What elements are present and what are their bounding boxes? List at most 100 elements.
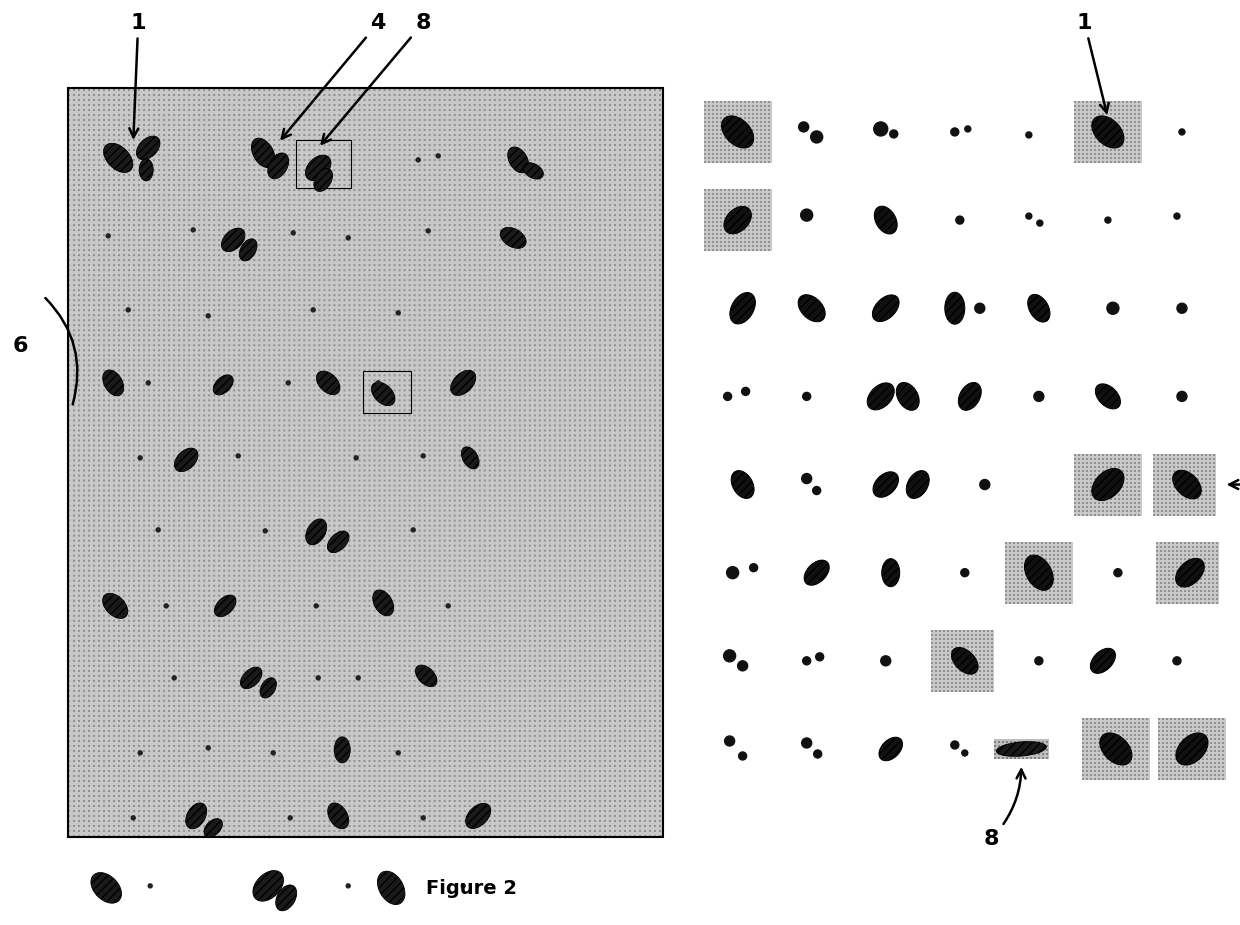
Circle shape: [802, 392, 811, 401]
Circle shape: [727, 567, 739, 579]
Ellipse shape: [1092, 468, 1123, 500]
Ellipse shape: [1173, 470, 1202, 499]
Ellipse shape: [175, 448, 198, 472]
Ellipse shape: [873, 472, 899, 498]
Ellipse shape: [215, 595, 236, 617]
Circle shape: [811, 131, 822, 143]
Ellipse shape: [523, 163, 543, 179]
Circle shape: [138, 456, 143, 460]
Ellipse shape: [377, 871, 405, 905]
Ellipse shape: [959, 382, 981, 411]
Circle shape: [874, 122, 888, 136]
Circle shape: [412, 528, 415, 532]
Ellipse shape: [906, 471, 929, 499]
Circle shape: [799, 122, 808, 132]
Circle shape: [738, 660, 748, 671]
Circle shape: [1174, 213, 1180, 219]
Circle shape: [206, 746, 211, 750]
Circle shape: [461, 884, 465, 888]
Ellipse shape: [507, 147, 528, 173]
Ellipse shape: [268, 153, 289, 179]
Circle shape: [314, 604, 319, 608]
Circle shape: [951, 741, 959, 749]
Circle shape: [1034, 391, 1044, 401]
Circle shape: [263, 529, 267, 533]
Circle shape: [286, 381, 290, 385]
Ellipse shape: [104, 143, 133, 172]
Circle shape: [126, 308, 130, 312]
Circle shape: [880, 656, 890, 666]
Circle shape: [1179, 129, 1185, 135]
Ellipse shape: [253, 870, 284, 901]
Text: 8: 8: [983, 770, 1025, 849]
Circle shape: [191, 228, 195, 232]
Circle shape: [965, 126, 971, 132]
Bar: [296, 140, 351, 188]
Circle shape: [816, 653, 823, 660]
Ellipse shape: [732, 471, 754, 499]
Circle shape: [146, 381, 150, 385]
Circle shape: [962, 750, 967, 756]
Circle shape: [1035, 657, 1043, 665]
Ellipse shape: [305, 155, 331, 180]
Ellipse shape: [335, 737, 350, 763]
Ellipse shape: [316, 371, 340, 395]
Ellipse shape: [874, 206, 898, 234]
Circle shape: [311, 308, 315, 312]
Circle shape: [961, 569, 968, 576]
Circle shape: [172, 676, 176, 680]
Ellipse shape: [1100, 733, 1132, 765]
Circle shape: [724, 650, 735, 661]
Ellipse shape: [1090, 648, 1116, 673]
Ellipse shape: [222, 228, 246, 252]
Ellipse shape: [136, 136, 160, 160]
Ellipse shape: [373, 590, 393, 616]
Circle shape: [316, 676, 320, 680]
Circle shape: [980, 479, 990, 489]
Ellipse shape: [1095, 384, 1121, 409]
Text: 6: 6: [12, 336, 27, 355]
Circle shape: [107, 234, 110, 238]
Ellipse shape: [799, 295, 825, 322]
Circle shape: [742, 388, 750, 395]
Circle shape: [1177, 391, 1187, 401]
Circle shape: [956, 216, 963, 224]
Ellipse shape: [1176, 559, 1204, 587]
Ellipse shape: [945, 292, 965, 325]
Ellipse shape: [306, 519, 326, 545]
Ellipse shape: [260, 678, 277, 698]
Circle shape: [422, 454, 425, 458]
Ellipse shape: [461, 447, 479, 469]
Circle shape: [802, 474, 812, 484]
Circle shape: [422, 816, 425, 820]
Text: Figure 2: Figure 2: [425, 879, 517, 897]
Circle shape: [739, 752, 746, 760]
Ellipse shape: [722, 116, 754, 148]
Ellipse shape: [415, 665, 436, 686]
Ellipse shape: [372, 382, 396, 406]
Circle shape: [164, 604, 169, 608]
Circle shape: [1025, 213, 1032, 219]
Circle shape: [750, 563, 758, 572]
Ellipse shape: [213, 375, 233, 395]
Circle shape: [417, 158, 420, 162]
Ellipse shape: [724, 206, 751, 234]
Ellipse shape: [1176, 733, 1208, 765]
Circle shape: [1037, 220, 1043, 226]
Circle shape: [206, 314, 211, 318]
Text: 1: 1: [129, 13, 146, 137]
Ellipse shape: [252, 138, 275, 167]
Ellipse shape: [804, 561, 830, 586]
Circle shape: [272, 751, 275, 755]
Text: 8: 8: [322, 13, 432, 143]
Circle shape: [131, 816, 135, 820]
Ellipse shape: [466, 803, 491, 829]
Circle shape: [951, 128, 959, 136]
Ellipse shape: [873, 295, 899, 322]
Bar: [68, 88, 663, 837]
Ellipse shape: [103, 370, 124, 396]
Circle shape: [346, 884, 350, 888]
Ellipse shape: [997, 742, 1047, 757]
Circle shape: [156, 528, 160, 532]
Ellipse shape: [867, 383, 894, 410]
